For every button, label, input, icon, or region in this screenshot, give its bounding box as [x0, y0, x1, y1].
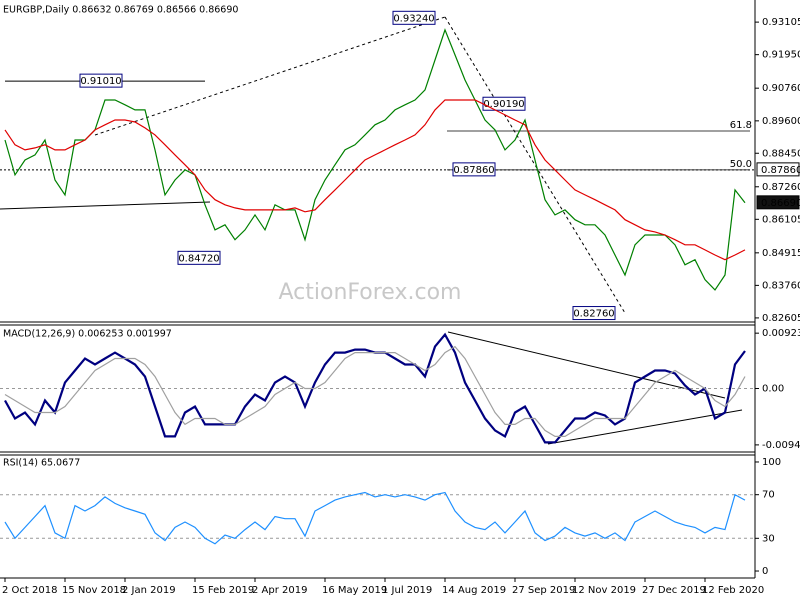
- annotation-box: [572, 306, 616, 321]
- x-tick-label: 14 Aug 2019: [442, 585, 506, 596]
- price-label: 0.86690: [761, 198, 800, 209]
- y-tick-label: 100: [762, 457, 781, 468]
- x-tick-label: 1 Jul 2019: [382, 585, 432, 596]
- fib-label: 50.0: [730, 159, 752, 170]
- series-line: [4, 491, 746, 545]
- x-tick-label: 27 Sep 2019: [512, 585, 575, 596]
- price-label-box: [756, 162, 800, 177]
- x-tick-label: 2 Apr 2019: [252, 585, 307, 596]
- y-tick-label: 0.84915: [762, 248, 800, 259]
- chart-title: EURGBP,Daily 0.86632 0.86769 0.86566 0.8…: [3, 5, 238, 16]
- y-tick-label: 0.86105: [762, 214, 800, 225]
- x-tick-label: 2 Oct 2018: [2, 585, 57, 596]
- x-tick-label: 27 Dec 2019: [642, 585, 706, 596]
- trend-line: [447, 331, 726, 399]
- y-tick-label: 0.009237: [762, 328, 800, 339]
- y-tick-label: 0.00: [762, 384, 784, 395]
- y-tick-label: 0.88450: [762, 148, 800, 159]
- x-tick-label: 12 Feb 2020: [702, 585, 764, 596]
- annotation-box: [79, 73, 123, 88]
- x-tick-label: 2 Jan 2019: [122, 585, 176, 596]
- series-line: [4, 99, 746, 261]
- y-tick-label: 0.89600: [762, 116, 800, 127]
- fib-label: 61.8: [730, 120, 752, 131]
- trend-line: [94, 16, 446, 136]
- y-tick-label: 0.83760: [762, 280, 800, 291]
- watermark: ActionForex.com: [279, 280, 462, 305]
- macd-title: MACD(12,26,9) 0.006253 0.001997: [3, 329, 172, 340]
- price-label: 0.87860: [761, 165, 800, 176]
- trend-line: [547, 409, 743, 445]
- annotation-label: 0.91010: [80, 76, 121, 87]
- annotation-label: 0.93240: [393, 13, 434, 24]
- y-tick-label: 0.82605: [762, 313, 800, 324]
- y-tick-label: 0.91950: [762, 50, 800, 61]
- annotation-box: [452, 162, 496, 177]
- x-tick-label: 15 Feb 2019: [192, 585, 254, 596]
- y-tick-label: 70: [762, 490, 775, 501]
- annotation-label: 0.84720: [178, 253, 219, 264]
- x-tick-label: 12 Nov 2019: [572, 585, 636, 596]
- price-label-box: [756, 195, 800, 210]
- y-tick-label: 0.87260: [762, 182, 800, 193]
- annotation-label: 0.87860: [453, 165, 494, 176]
- x-tick-label: 16 May 2019: [322, 585, 387, 596]
- y-tick-label: 0.93105: [762, 17, 800, 28]
- annotation-label: 0.82760: [573, 309, 614, 320]
- rsi-title: RSI(14) 65.0677: [3, 458, 80, 469]
- y-tick-label: -0.009413: [762, 440, 800, 451]
- annotation-label: 0.90190: [483, 99, 524, 110]
- y-tick-label: 30: [762, 533, 775, 544]
- y-tick-label: 0: [762, 566, 768, 577]
- annotation-box: [177, 250, 221, 265]
- trend-line: [0, 201, 211, 210]
- y-tick-label: 0.90760: [762, 83, 800, 94]
- annotation-box: [392, 10, 436, 25]
- series-line: [4, 345, 746, 437]
- x-tick-label: 15 Nov 2018: [62, 585, 126, 596]
- series-line: [4, 28, 746, 291]
- trend-line: [444, 16, 626, 314]
